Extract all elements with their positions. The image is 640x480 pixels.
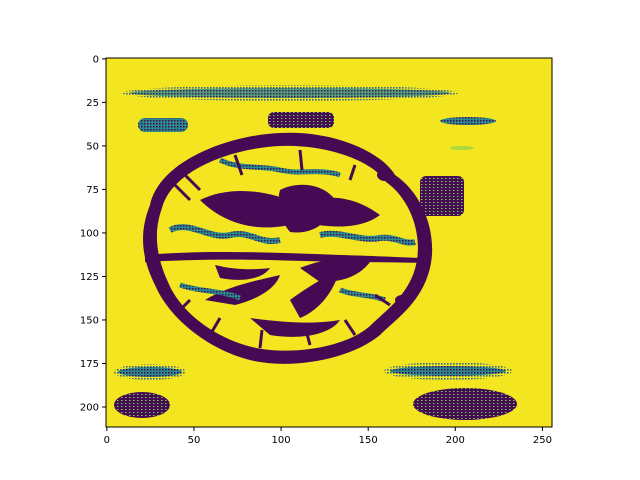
x-tick-label: 200 bbox=[446, 435, 465, 446]
y-tick-label: 0 bbox=[93, 54, 99, 65]
y-tick-label: 25 bbox=[86, 98, 99, 109]
y-tick-label: 125 bbox=[80, 272, 99, 283]
x-tick-label: 250 bbox=[533, 435, 552, 446]
blob-right-top bbox=[440, 117, 496, 125]
y-tick-label: 200 bbox=[80, 402, 99, 413]
axes-frame bbox=[105, 57, 553, 428]
blob-left-top bbox=[138, 118, 188, 132]
y-axis: 0 25 50 75 100 125 150 175 200 bbox=[80, 54, 106, 413]
y-tick-label: 50 bbox=[86, 141, 99, 152]
blob-right-faint bbox=[450, 146, 474, 150]
band-bottom-right-core bbox=[390, 366, 506, 376]
blob-bottom-left bbox=[114, 392, 170, 418]
y-tick-label: 150 bbox=[80, 315, 99, 326]
x-tick-label: 100 bbox=[272, 435, 291, 446]
blob-bottom-right bbox=[413, 388, 517, 420]
band-top-core bbox=[130, 88, 450, 98]
band-bottom-left-core bbox=[118, 367, 182, 377]
x-axis: 0 50 100 150 200 250 bbox=[104, 427, 552, 446]
y-tick-label: 100 bbox=[80, 228, 99, 239]
y-tick-label: 175 bbox=[80, 359, 99, 370]
y-tick-label: 75 bbox=[86, 185, 99, 196]
heatmap-image bbox=[106, 58, 552, 427]
x-tick-label: 50 bbox=[188, 435, 201, 446]
x-tick-label: 0 bbox=[104, 435, 110, 446]
blob-center-top bbox=[268, 112, 334, 128]
walnut-object bbox=[143, 132, 433, 364]
blob-right-mid bbox=[420, 176, 464, 216]
x-tick-label: 150 bbox=[359, 435, 378, 446]
